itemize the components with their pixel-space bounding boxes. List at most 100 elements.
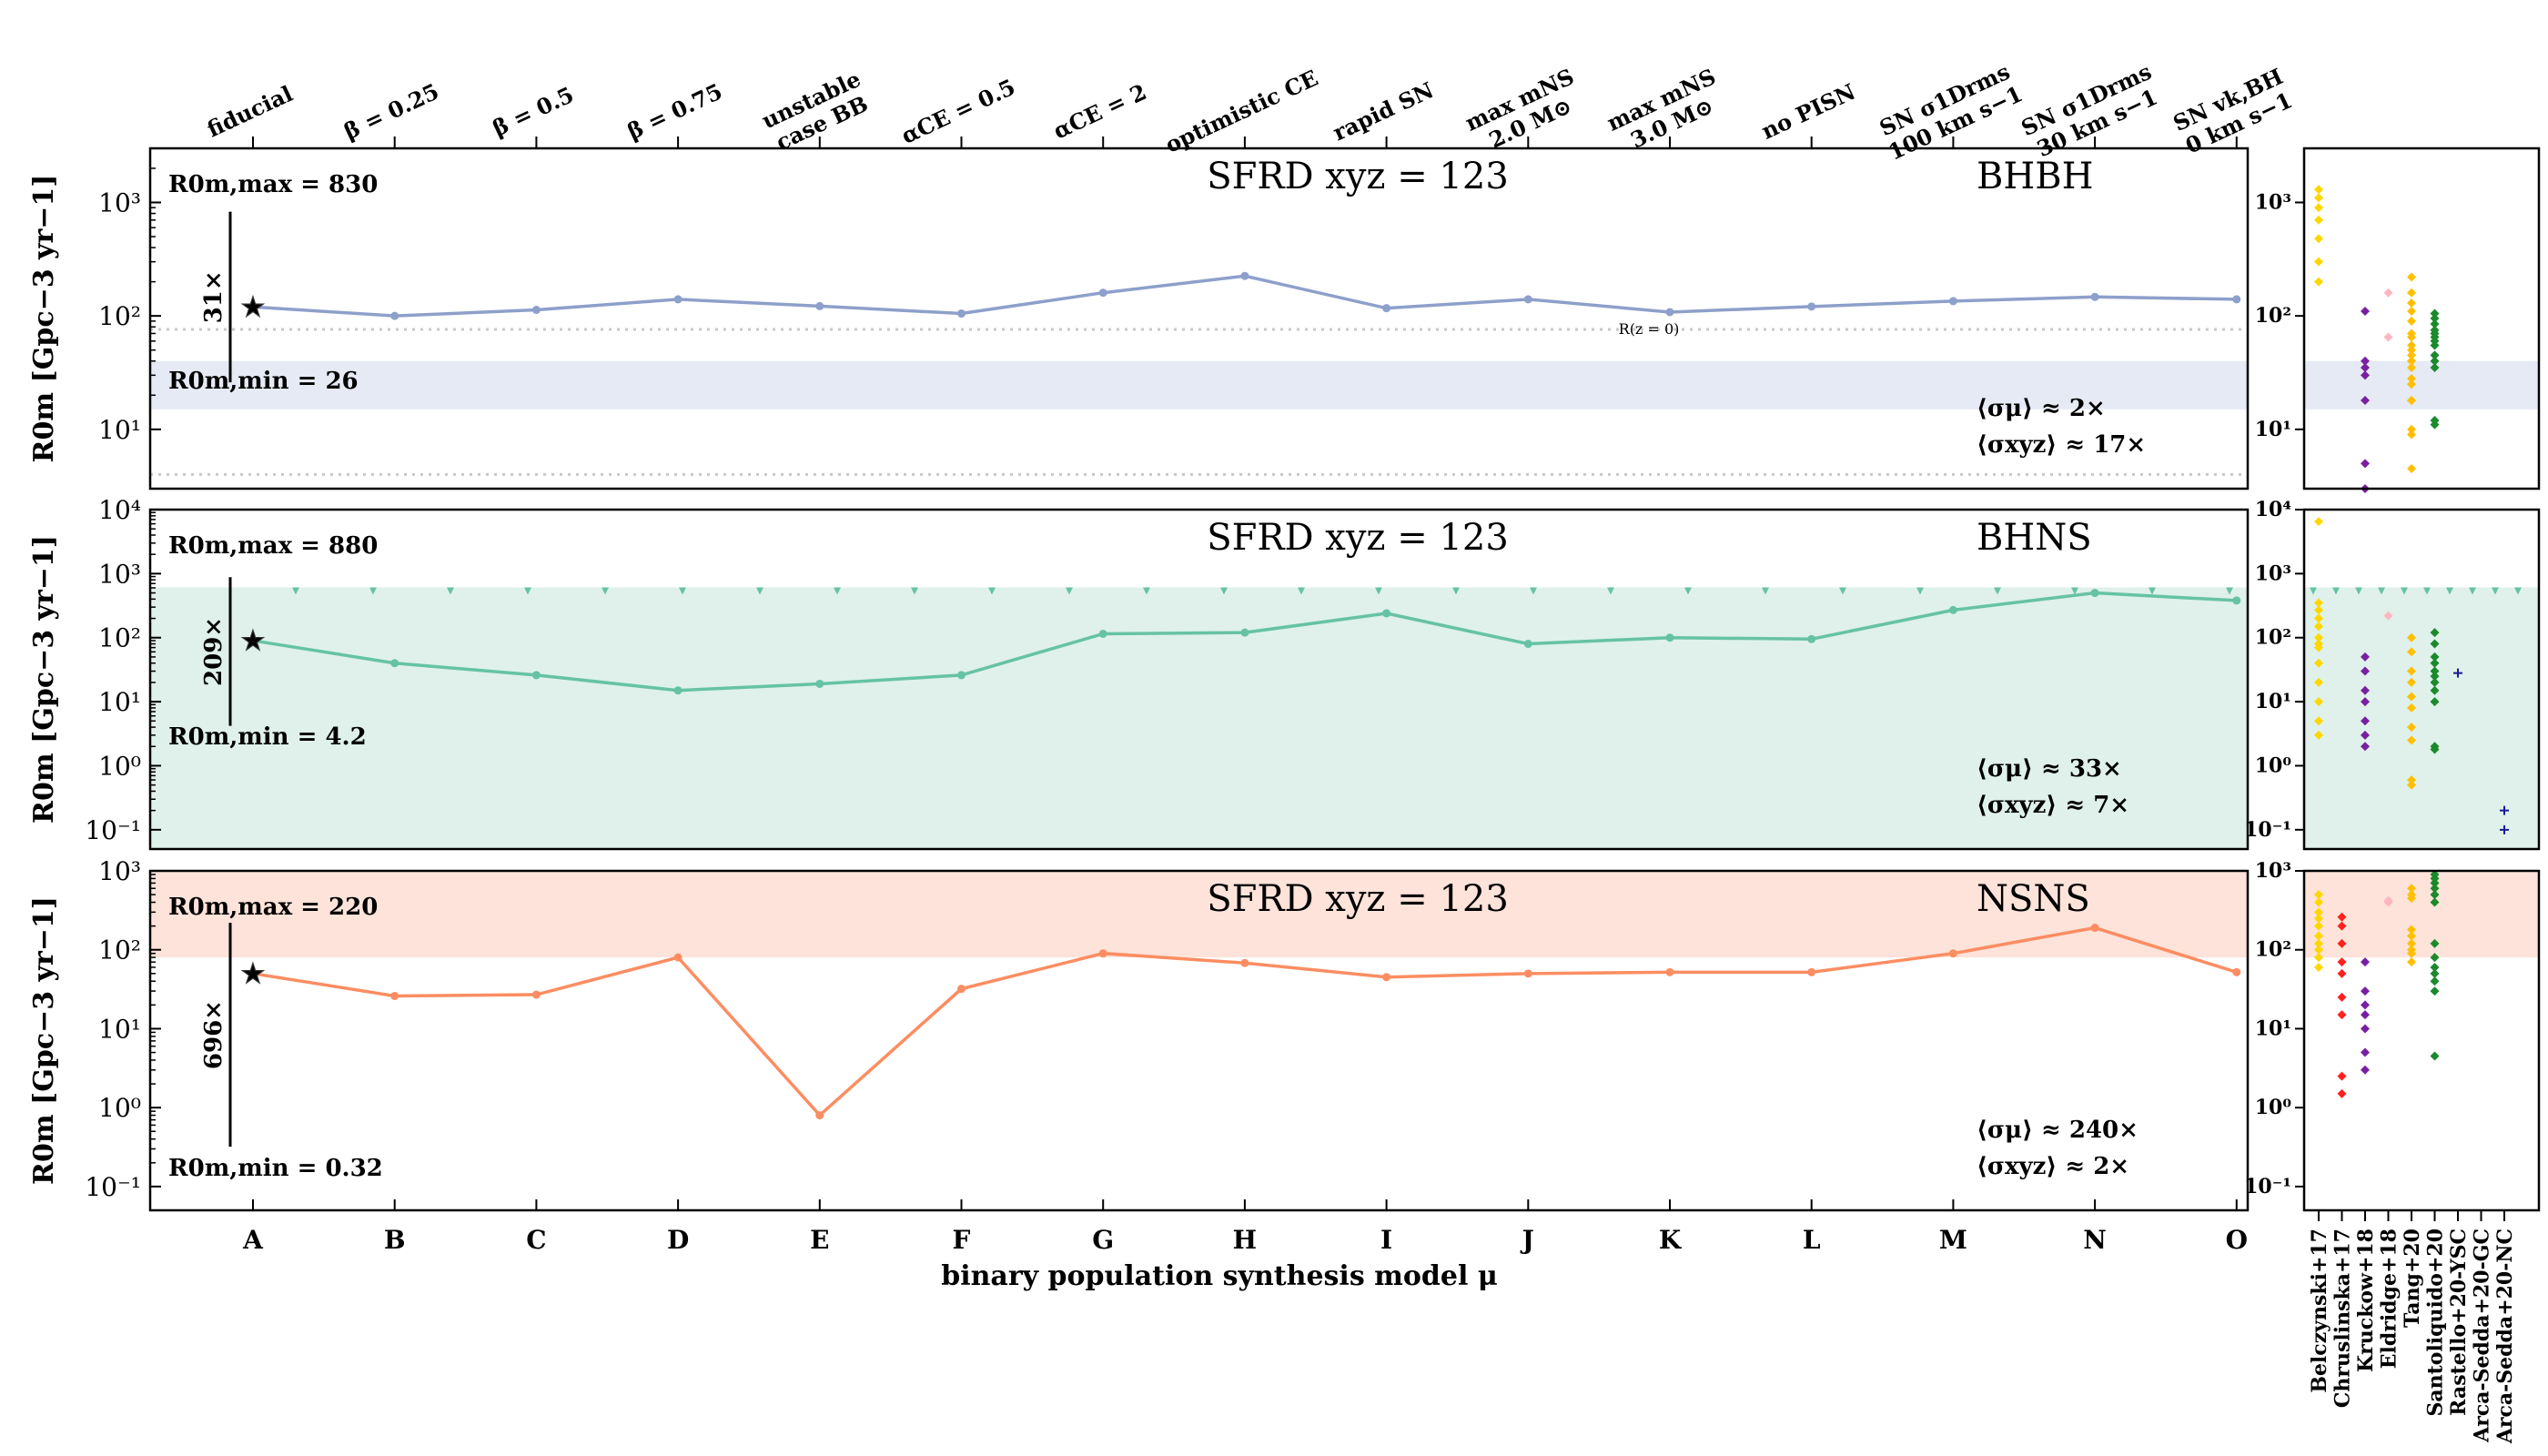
reference-point bbox=[2407, 735, 2416, 745]
reference-point bbox=[2430, 318, 2440, 329]
reference-point bbox=[2407, 379, 2416, 389]
model-letter-label: C bbox=[526, 1225, 546, 1255]
reference-point bbox=[2314, 921, 2323, 931]
reference-point bbox=[2430, 628, 2440, 638]
reference-point bbox=[2407, 272, 2416, 282]
fiducial-star-marker: ★ bbox=[241, 625, 266, 657]
reference-point bbox=[2314, 931, 2323, 941]
upper-limit-marker bbox=[524, 587, 531, 595]
upper-limit-marker bbox=[1684, 587, 1692, 595]
reference-point bbox=[2314, 277, 2323, 287]
upper-limit-marker bbox=[679, 587, 686, 595]
reference-point bbox=[2361, 1024, 2370, 1034]
y-tick-label: 10¹ bbox=[98, 415, 141, 445]
reference-point bbox=[2361, 716, 2370, 726]
series-point bbox=[1807, 634, 1816, 643]
series-point bbox=[2090, 292, 2099, 301]
reference-point bbox=[2407, 957, 2416, 967]
y-axis-label: R0m [Gpc−3 yr−1] bbox=[28, 175, 60, 463]
reference-point bbox=[2337, 957, 2347, 967]
series-point bbox=[957, 671, 966, 680]
panel-bhns: ★ 209× R0m,max = 880 R0m,min = 4.2 SFRD xyz … bbox=[28, 495, 2541, 851]
reference-point bbox=[2500, 824, 2509, 834]
series-point bbox=[1382, 609, 1391, 618]
y-tick-label: 10⁰ bbox=[98, 751, 141, 781]
panel-type-label: BHNS bbox=[1977, 517, 2092, 559]
y-tick-label: 10⁻¹ bbox=[85, 815, 141, 845]
reference-point bbox=[2361, 1010, 2370, 1020]
upper-limit-marker bbox=[2423, 587, 2431, 595]
reference-point bbox=[2314, 517, 2323, 527]
series-point bbox=[1382, 304, 1391, 313]
model-name-label: unstablecase BB bbox=[757, 66, 875, 157]
upper-limit-marker bbox=[292, 587, 299, 595]
series-point bbox=[673, 295, 682, 304]
reference-point bbox=[2430, 420, 2440, 430]
reference-point bbox=[2407, 298, 2416, 308]
series-point bbox=[390, 991, 399, 1000]
reference-point bbox=[2407, 345, 2416, 355]
reference-point bbox=[2407, 632, 2416, 642]
reference-point bbox=[2407, 948, 2416, 958]
reference-point bbox=[2314, 613, 2323, 623]
reference-point bbox=[2361, 957, 2370, 967]
upper-limit-marker bbox=[1375, 587, 1382, 595]
right-y-tick-label: 10⁰ bbox=[2255, 753, 2292, 777]
y-tick-label: 10² bbox=[98, 301, 141, 331]
upper-limit-marker bbox=[2378, 587, 2385, 595]
reference-plot-frame bbox=[2302, 147, 2541, 490]
right-y-tick-label: 10³ bbox=[2255, 561, 2291, 585]
model-name-label: rapid SN bbox=[1329, 76, 1438, 146]
reference-point bbox=[2430, 639, 2440, 649]
sigma-xyz-label: ⟨σxyz⟩ ≈ 7× bbox=[1977, 792, 2129, 819]
reference-plot-frame bbox=[2302, 869, 2541, 1212]
reference-point bbox=[2430, 350, 2440, 360]
series-point bbox=[1098, 288, 1107, 298]
reference-plot-frame bbox=[2302, 508, 2541, 851]
model-letter-label: J bbox=[1520, 1225, 1534, 1255]
range-span-label: 209× bbox=[200, 617, 228, 686]
series-point bbox=[1665, 308, 1674, 317]
reference-point bbox=[2383, 897, 2393, 907]
upper-limit-marker bbox=[2514, 587, 2522, 595]
upper-limit-marker bbox=[2310, 587, 2317, 595]
y-tick-label: 10² bbox=[98, 623, 141, 653]
sigma-mu-label: ⟨σμ⟩ ≈ 33× bbox=[1977, 755, 2122, 783]
reference-point bbox=[2361, 666, 2370, 676]
reference-point bbox=[2314, 215, 2323, 225]
reference-point bbox=[2430, 308, 2440, 318]
reference-point bbox=[2430, 897, 2440, 907]
reference-point bbox=[2430, 968, 2440, 978]
model-name-label: no PISN bbox=[1757, 78, 1859, 145]
min-rate-label: R0m,min = 4.2 bbox=[168, 723, 367, 751]
reference-point bbox=[2430, 1051, 2440, 1061]
series-point bbox=[957, 985, 966, 994]
reference-name-label: Santoliquido+20 bbox=[2424, 1228, 2448, 1417]
reference-point bbox=[2430, 658, 2440, 668]
reference-point bbox=[2361, 356, 2370, 366]
reference-point bbox=[2314, 203, 2323, 213]
reference-name-label: Arca-Sedda+20-NC bbox=[2493, 1228, 2517, 1444]
upper-limit-marker bbox=[1143, 587, 1150, 595]
reference-name-label: Tang+20 bbox=[2401, 1228, 2424, 1328]
reference-point bbox=[2407, 374, 2416, 384]
reference-point bbox=[2430, 878, 2440, 888]
min-rate-label: R0m,min = 0.32 bbox=[168, 1155, 383, 1182]
reference-point bbox=[2361, 306, 2370, 316]
series-point bbox=[1948, 949, 1957, 958]
reference-point bbox=[2430, 938, 2440, 948]
model-letter-label: F bbox=[953, 1225, 971, 1255]
range-band bbox=[150, 360, 2248, 410]
model-letter-label: L bbox=[1803, 1225, 1821, 1255]
upper-limit-marker bbox=[1762, 587, 1769, 595]
series-point bbox=[1665, 633, 1674, 642]
reference-point bbox=[2407, 340, 2416, 350]
y-tick-label: 10² bbox=[98, 935, 141, 966]
reference-point bbox=[2361, 986, 2370, 996]
max-rate-label: R0m,max = 830 bbox=[168, 171, 378, 198]
right-y-tick-label: 10¹ bbox=[2255, 1016, 2291, 1040]
reference-point bbox=[2407, 395, 2416, 405]
bottom-axis-model-letters: A B C D E F G H I J K L M N O bbox=[242, 1199, 2248, 1255]
series-point bbox=[1240, 271, 1249, 280]
right-y-tick-label: 10³ bbox=[2255, 859, 2291, 883]
